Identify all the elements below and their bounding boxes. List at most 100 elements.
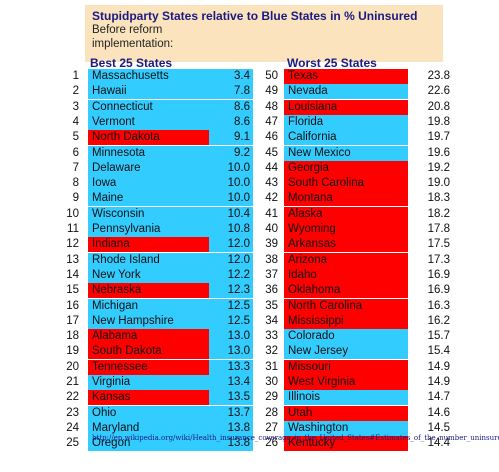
worst-rank: 26 <box>265 437 278 450</box>
best-rank: 24 <box>66 421 79 434</box>
worst-value: 14.9 <box>427 376 450 388</box>
worst-value: 17.5 <box>427 238 450 251</box>
worst-value: 19.8 <box>427 115 450 128</box>
best-rank: 9 <box>72 192 79 205</box>
worst-value: 19.6 <box>427 146 450 159</box>
best-value: 12.3 <box>209 283 253 299</box>
subtitle-line-1: Before reform <box>92 24 163 36</box>
best-state-name: Kansas <box>88 390 209 406</box>
worst-rank: 30 <box>265 376 278 388</box>
best-value: 13.7 <box>209 405 253 421</box>
table-row: 9 Maine 10.0 42 Montana 18.3 <box>55 191 495 207</box>
worst-state-name: West Virginia <box>284 375 408 390</box>
table-row: 10 Wisconsin 10.4 41 Alaska 18.2 <box>55 206 495 222</box>
worst-rank: 48 <box>265 100 278 113</box>
best-value: 10.0 <box>209 160 253 176</box>
best-value: 12.5 <box>209 313 253 329</box>
best-value: 12.5 <box>209 298 253 314</box>
best-state-name: Pennsylvania <box>88 222 209 237</box>
worst-rank: 41 <box>265 207 278 220</box>
worst-rank: 38 <box>265 253 278 266</box>
worst-value: 16.9 <box>427 268 450 281</box>
worst-state-name: Texas <box>284 69 408 84</box>
worst-rank: 42 <box>265 192 278 205</box>
worst-state-name: New Mexico <box>284 145 408 161</box>
worst-state-name: Arkansas <box>284 237 408 253</box>
best-state-name: Tennessee <box>88 359 209 375</box>
page-title: Stupidparty States relative to Blue Stat… <box>92 9 418 23</box>
best-state-name: Maryland <box>88 420 209 436</box>
worst-state-name: New Jersey <box>284 344 408 360</box>
best-state-name: New York <box>88 267 209 283</box>
table-row: 23 Ohio 13.7 28 Utah 14.6 <box>55 405 495 421</box>
worst-state-name: Kentucky <box>284 436 408 452</box>
best-rank: 5 <box>72 131 79 144</box>
worst-state-name: Florida <box>284 114 408 130</box>
worst-rank: 33 <box>265 330 278 343</box>
best-value: 10.0 <box>209 191 253 207</box>
worst-state-name: California <box>284 130 408 146</box>
table-row: 18 Alabama 13.0 33 Colorado 15.7 <box>55 329 495 345</box>
source-link[interactable]: http://en.wikipedia.org/wiki/Health_insu… <box>92 434 499 442</box>
worst-value: 23.8 <box>427 70 450 82</box>
table-row: 20 Tennessee 13.3 31 Missouri 14.9 <box>55 359 495 375</box>
table-row: 7 Delaware 10.0 44 Georgia 19.2 <box>55 160 495 176</box>
best-state-name: Rhode Island <box>88 252 209 268</box>
best-state-name: Ohio <box>88 405 209 421</box>
best-state-name: Maine <box>88 191 209 207</box>
table-row: 5 North Dakota 9.1 46 California 19.7 <box>55 130 495 146</box>
best-rank: 12 <box>66 238 79 251</box>
table-row: 4 Vermont 8.6 47 Florida 19.8 <box>55 114 495 130</box>
worst-state-name: Montana <box>284 191 408 207</box>
worst-rank: 47 <box>265 115 278 128</box>
best-state-name: Michigan <box>88 298 209 314</box>
best-rank: 22 <box>66 391 79 404</box>
best-value: 9.2 <box>209 145 253 161</box>
worst-state-name: Louisiana <box>284 99 408 115</box>
table-row: 13 Rhode Island 12.0 38 Arizona 17.3 <box>55 252 495 268</box>
worst-value: 19.0 <box>427 177 450 190</box>
worst-value: 14.5 <box>427 421 450 434</box>
best-state-name: Minnesota <box>88 145 209 161</box>
worst-rank: 45 <box>265 146 278 159</box>
worst-state-name: Idaho <box>284 267 408 283</box>
worst-state-name: Utah <box>284 405 408 421</box>
worst-value: 14.6 <box>427 406 450 419</box>
best-rank: 13 <box>66 253 79 266</box>
best-value: 10.0 <box>209 176 253 192</box>
best-rank: 6 <box>72 146 79 159</box>
table-row: 14 New York 12.2 37 Idaho 16.9 <box>55 267 495 283</box>
best-value: 13.8 <box>209 436 253 452</box>
best-rank: 15 <box>66 284 79 297</box>
worst-state-name: North Carolina <box>284 298 408 314</box>
worst-state-name: Colorado <box>284 329 408 345</box>
table-row: 15 Nebraska 12.3 36 Oklahoma 16.9 <box>55 283 495 299</box>
best-rank: 11 <box>67 223 79 235</box>
worst-state-name: Georgia <box>284 160 408 176</box>
best-state-name: Connecticut <box>88 99 209 115</box>
best-state-name: Massachusetts <box>88 69 209 84</box>
best-rank: 1 <box>72 70 79 82</box>
best-rank: 2 <box>72 85 79 98</box>
best-rank: 8 <box>72 177 79 190</box>
worst-rank: 44 <box>265 161 278 174</box>
worst-value: 16.2 <box>427 314 450 327</box>
best-rank: 3 <box>72 100 79 113</box>
worst-value: 15.4 <box>427 345 450 358</box>
best-state-name: Delaware <box>88 160 209 176</box>
worst-value: 22.6 <box>427 85 450 98</box>
best-rank: 16 <box>66 299 79 312</box>
best-value: 12.0 <box>209 237 253 253</box>
worst-state-name: Illinois <box>284 390 408 406</box>
worst-rank: 50 <box>265 70 278 82</box>
worst-rank: 46 <box>265 131 278 144</box>
best-rank: 10 <box>66 207 79 220</box>
worst-rank: 49 <box>265 85 278 98</box>
best-state-name: Hawaii <box>88 84 209 100</box>
best-value: 13.4 <box>209 375 253 390</box>
table-row: 22 Kansas 13.5 29 Illinois 14.7 <box>55 390 495 406</box>
table-row: 16 Michigan 12.5 35 North Carolina 16.3 <box>55 298 495 314</box>
table-row: 1 Massachusetts 3.4 50 Texas 23.8 <box>55 69 495 84</box>
best-value: 13.5 <box>209 390 253 406</box>
worst-rank: 34 <box>265 314 278 327</box>
